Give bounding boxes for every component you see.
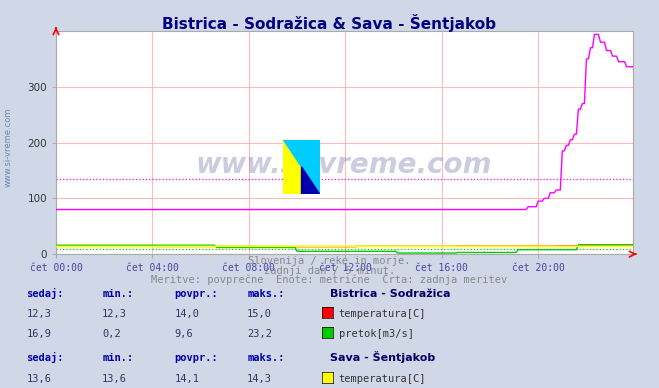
Text: maks.:: maks.:	[247, 289, 285, 299]
Text: 13,6: 13,6	[102, 374, 127, 384]
Text: min.:: min.:	[102, 289, 133, 299]
Text: www.si-vreme.com: www.si-vreme.com	[4, 108, 13, 187]
Text: 12,3: 12,3	[26, 309, 51, 319]
Text: 9,6: 9,6	[175, 329, 193, 339]
Text: 14,0: 14,0	[175, 309, 200, 319]
Text: sedaj:: sedaj:	[26, 288, 64, 299]
Polygon shape	[283, 140, 320, 194]
Text: 16,9: 16,9	[26, 329, 51, 339]
Text: 13,6: 13,6	[26, 374, 51, 384]
Text: 15,0: 15,0	[247, 309, 272, 319]
Text: 23,2: 23,2	[247, 329, 272, 339]
Text: temperatura[C]: temperatura[C]	[339, 309, 426, 319]
Text: sedaj:: sedaj:	[26, 352, 64, 364]
Text: povpr.:: povpr.:	[175, 353, 218, 364]
Text: maks.:: maks.:	[247, 353, 285, 364]
Text: 14,3: 14,3	[247, 374, 272, 384]
Text: www.si-vreme.com: www.si-vreme.com	[196, 151, 492, 179]
Text: Bistrica - Sodražica: Bistrica - Sodražica	[330, 289, 450, 299]
Polygon shape	[302, 167, 320, 194]
Text: Meritve: povprečne  Enote: metrične  Črta: zadnja meritev: Meritve: povprečne Enote: metrične Črta:…	[152, 273, 507, 285]
Text: zadnji dan / 5 minut.: zadnji dan / 5 minut.	[264, 265, 395, 275]
Text: Slovenija / reke in morje.: Slovenija / reke in morje.	[248, 256, 411, 266]
Text: 12,3: 12,3	[102, 309, 127, 319]
Text: povpr.:: povpr.:	[175, 289, 218, 299]
Text: temperatura[C]: temperatura[C]	[339, 374, 426, 384]
Polygon shape	[283, 140, 320, 194]
Text: 14,1: 14,1	[175, 374, 200, 384]
Text: Sava - Šentjakob: Sava - Šentjakob	[330, 352, 435, 364]
Text: Bistrica - Sodražica & Sava - Šentjakob: Bistrica - Sodražica & Sava - Šentjakob	[163, 14, 496, 31]
Text: pretok[m3/s]: pretok[m3/s]	[339, 329, 414, 339]
Text: min.:: min.:	[102, 353, 133, 364]
Text: 0,2: 0,2	[102, 329, 121, 339]
